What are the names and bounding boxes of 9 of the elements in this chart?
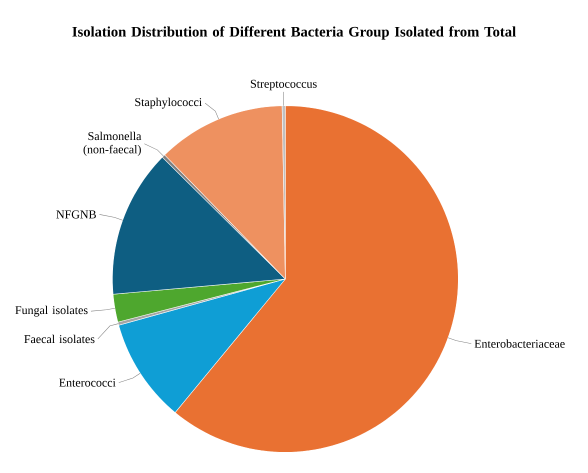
slice-label: Streptococcus [250,80,317,90]
slice-label: Staphylococci [135,98,202,109]
slice-label: NFGNB [56,210,96,218]
slice-label: Enterococci [59,378,116,387]
slice-label: Salmonella (non-faecal) [84,132,142,156]
slice-label: Enterobacteriaceae [474,339,565,348]
slice-label: Faecal isolates [24,334,95,344]
slice-label: Fungal isolates [15,306,88,317]
chart-title: Isolation Distribution of Different Bacteria Group Isolated from Total [72,26,516,40]
